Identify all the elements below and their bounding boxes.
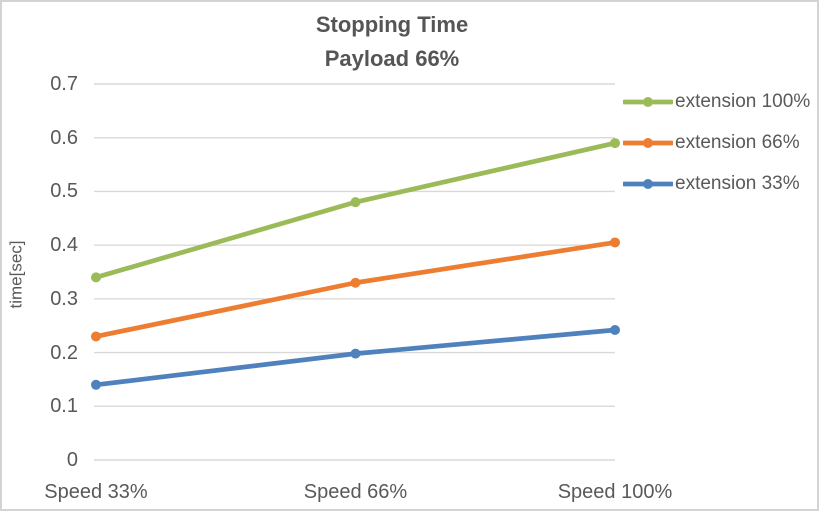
data-point-marker[interactable] bbox=[91, 379, 101, 390]
legend-item[interactable]: extension 33% bbox=[623, 173, 800, 195]
chart-title-line2: Payload 66% bbox=[324, 46, 460, 71]
legend-line-marker-swatch bbox=[623, 179, 673, 189]
x-tick-label: Speed 100% bbox=[557, 481, 673, 503]
chart-title: Stopping Time Payload 66% bbox=[2, 8, 782, 76]
legend-marker bbox=[643, 97, 653, 107]
data-point-marker[interactable] bbox=[610, 325, 620, 336]
y-tick-label: 0 bbox=[66, 449, 78, 471]
legend-item[interactable]: extension 100% bbox=[623, 91, 810, 113]
y-tick-label: 0.3 bbox=[50, 287, 78, 310]
x-tick-label: Speed 33% bbox=[44, 481, 148, 503]
data-point-marker[interactable] bbox=[350, 197, 361, 208]
y-tick-label: 0.7 bbox=[50, 73, 78, 95]
legend-item[interactable]: extension 66% bbox=[623, 132, 800, 154]
y-tick-label: 0.4 bbox=[50, 234, 78, 257]
legend-line-marker-swatch bbox=[623, 97, 673, 107]
data-point-marker[interactable] bbox=[350, 277, 361, 288]
data-point-marker[interactable] bbox=[610, 138, 620, 149]
y-tick-label: 0.5 bbox=[50, 180, 78, 203]
legend-label: extension 66% bbox=[675, 132, 800, 153]
chart-title-line1: Stopping Time bbox=[315, 12, 469, 37]
series-line-0[interactable] bbox=[93, 140, 618, 280]
legend-marker bbox=[643, 138, 653, 148]
data-point-marker[interactable] bbox=[350, 348, 361, 359]
data-point-marker[interactable] bbox=[91, 272, 101, 283]
legend-label: extension 100% bbox=[675, 91, 811, 112]
legend-line-marker-swatch bbox=[623, 138, 673, 148]
data-point-marker[interactable] bbox=[91, 331, 101, 342]
legend-label: extension 33% bbox=[675, 173, 800, 194]
data-point-marker[interactable] bbox=[610, 237, 620, 248]
y-tick-label: 0.6 bbox=[50, 126, 78, 149]
y-tick-label: 0.1 bbox=[50, 395, 78, 418]
legend-marker bbox=[643, 179, 653, 189]
x-tick-label: Speed 66% bbox=[303, 481, 408, 503]
y-tick-label: 0.2 bbox=[50, 341, 78, 364]
